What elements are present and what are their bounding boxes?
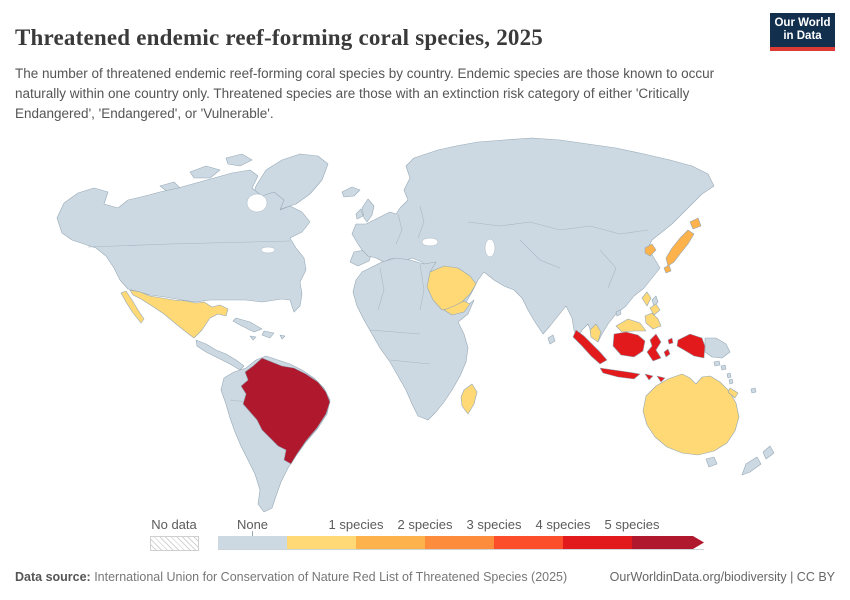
legend-no-data-swatch[interactable] [150,536,199,551]
country-indonesia-lesser-sunda[interactable] [644,373,654,381]
island-hispaniola[interactable] [261,330,275,339]
country-philippines[interactable] [641,291,652,307]
country-malaysia-peninsula[interactable] [589,323,602,343]
border-africa [389,359,431,365]
island-fiji[interactable] [750,387,757,394]
country-japan-hokkaido[interactable] [689,217,702,230]
island-new-zealand-south[interactable] [741,456,762,476]
landmass-papua-new-guinea[interactable] [704,337,731,359]
country-indonesia-java[interactable] [599,367,641,380]
hudson-bay [246,193,268,213]
border-africa [369,329,421,335]
island-vanuatu[interactable] [728,378,734,385]
border-africa [377,267,385,311]
border-us-canada [87,240,291,248]
island-solomons[interactable] [713,360,721,367]
island-sri-lanka[interactable] [547,334,556,345]
legend-bin-arrow[interactable] [632,536,704,549]
island-hainan[interactable] [615,309,622,317]
island-cuba[interactable] [232,317,263,333]
border-east-asia [599,249,617,289]
border-central-asia [467,221,649,235]
country-philippines[interactable] [649,303,661,316]
great-lakes [260,246,276,254]
caspian-sea [484,238,496,258]
country-mexico-baja[interactable] [120,290,145,324]
owid-url-license[interactable]: OurWorldinData.org/biodiversity | CC BY [609,570,835,584]
legend-bin-5-species[interactable] [563,536,632,549]
country-brazil[interactable] [240,357,331,465]
landmass-central-america[interactable] [195,339,245,371]
legend-bin-label: None [236,517,269,532]
legend-color-bar [218,536,704,549]
page-title: Threatened endemic reef-forming coral sp… [15,25,544,51]
country-indonesia-sulawesi[interactable] [646,333,662,362]
legend-baseline [218,549,704,550]
island-taiwan[interactable] [651,295,659,307]
country-indonesia-papua[interactable] [676,333,706,359]
country-yemen[interactable] [443,300,471,316]
owid-logo[interactable]: Our World in Data [770,13,835,51]
black-sea [421,237,439,247]
landmass-north-america[interactable] [56,169,311,313]
data-source-text: International Union for Conservation of … [90,570,568,584]
map-legend: No data None 1 species 2 species 3 species 4… [0,512,850,554]
country-mexico[interactable] [129,289,229,339]
country-australia[interactable] [642,373,740,456]
map-layer-landmass [56,137,775,513]
island-tasmania[interactable] [705,456,718,468]
country-south-korea[interactable] [644,243,657,257]
legend-bin-label: 5 species [604,517,660,532]
country-philippines[interactable] [644,312,662,330]
country-madagascar[interactable] [460,383,478,415]
border-central-asia [519,239,561,269]
island-iceland[interactable] [341,186,361,198]
island-ireland[interactable] [355,208,364,220]
island-solomons[interactable] [720,364,727,371]
country-indonesia-maluku[interactable] [667,337,674,345]
country-indonesia-kalimantan[interactable] [612,331,646,358]
island-jamaica[interactable] [249,335,257,341]
map-layer-water [246,193,496,258]
data-source-note: Data source: International Union for Con… [15,570,567,584]
island-new-zealand-north[interactable] [762,445,775,460]
country-japan-honshu[interactable] [665,229,695,267]
owid-logo-line1: Our World [774,17,831,29]
legend-bin-label: 1 species [328,517,384,532]
owid-logo-line2: in Data [783,30,822,42]
country-new-caledonia[interactable] [727,387,739,399]
data-source-prefix: Data source: [15,570,91,584]
border-europe [417,205,425,239]
legend-bin-label: 2 species [397,517,453,532]
map-layer-countries [120,217,740,465]
border-europe [395,213,403,245]
legend-bin-label: 3 species [466,517,522,532]
legend-tick [252,531,253,536]
island-great-britain[interactable] [361,198,375,223]
country-indonesia-lesser-sunda[interactable] [656,375,666,383]
country-japan-kyushu[interactable] [663,264,672,274]
chart-subtitle: The number of threatened endemic reef-fo… [15,65,715,122]
landmass-arctic-islands[interactable] [189,165,221,179]
legend-bin-1-species[interactable] [287,536,356,549]
country-malaysia-borneo[interactable] [615,318,647,333]
country-saudi-arabia[interactable] [426,265,477,311]
legend-bin-3-species[interactable] [425,536,494,549]
legend-bin-4-species[interactable] [494,536,563,549]
country-indonesia-sumatra[interactable] [572,329,608,365]
legend-no-data-label: No data [151,517,197,532]
legend-bin-2-species[interactable] [356,536,425,549]
landmass-arctic-islands[interactable] [225,153,253,167]
legend-bin-none[interactable] [218,536,287,549]
legend-bin-label: 4 species [535,517,591,532]
chart-footer: Data source: International Union for Con… [15,570,835,584]
island-puerto-rico[interactable] [279,334,286,340]
country-indonesia-maluku[interactable] [663,348,671,358]
border-africa [419,263,425,311]
island-vanuatu[interactable] [726,372,732,379]
